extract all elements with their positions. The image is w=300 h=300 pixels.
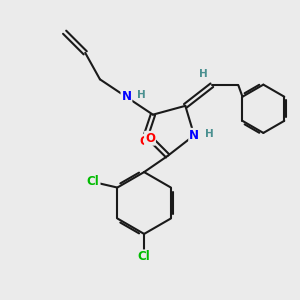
Text: Cl: Cl [138, 250, 151, 263]
Text: N: N [122, 91, 131, 103]
Text: O: O [139, 135, 149, 148]
Text: O: O [145, 132, 155, 145]
Text: H: H [205, 129, 213, 139]
Text: N: N [189, 129, 199, 142]
Text: H: H [137, 90, 146, 100]
Text: H: H [199, 69, 208, 79]
Text: Cl: Cl [87, 175, 100, 188]
